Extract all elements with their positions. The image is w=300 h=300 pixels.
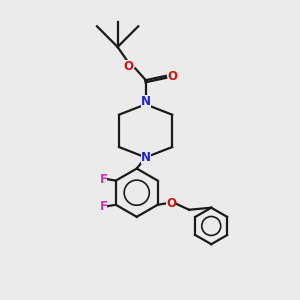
Text: O: O	[124, 60, 134, 73]
Text: N: N	[141, 151, 151, 164]
Text: F: F	[100, 200, 107, 213]
Text: F: F	[100, 172, 107, 186]
Text: O: O	[168, 70, 178, 83]
Text: O: O	[166, 197, 176, 210]
Text: N: N	[141, 95, 151, 108]
